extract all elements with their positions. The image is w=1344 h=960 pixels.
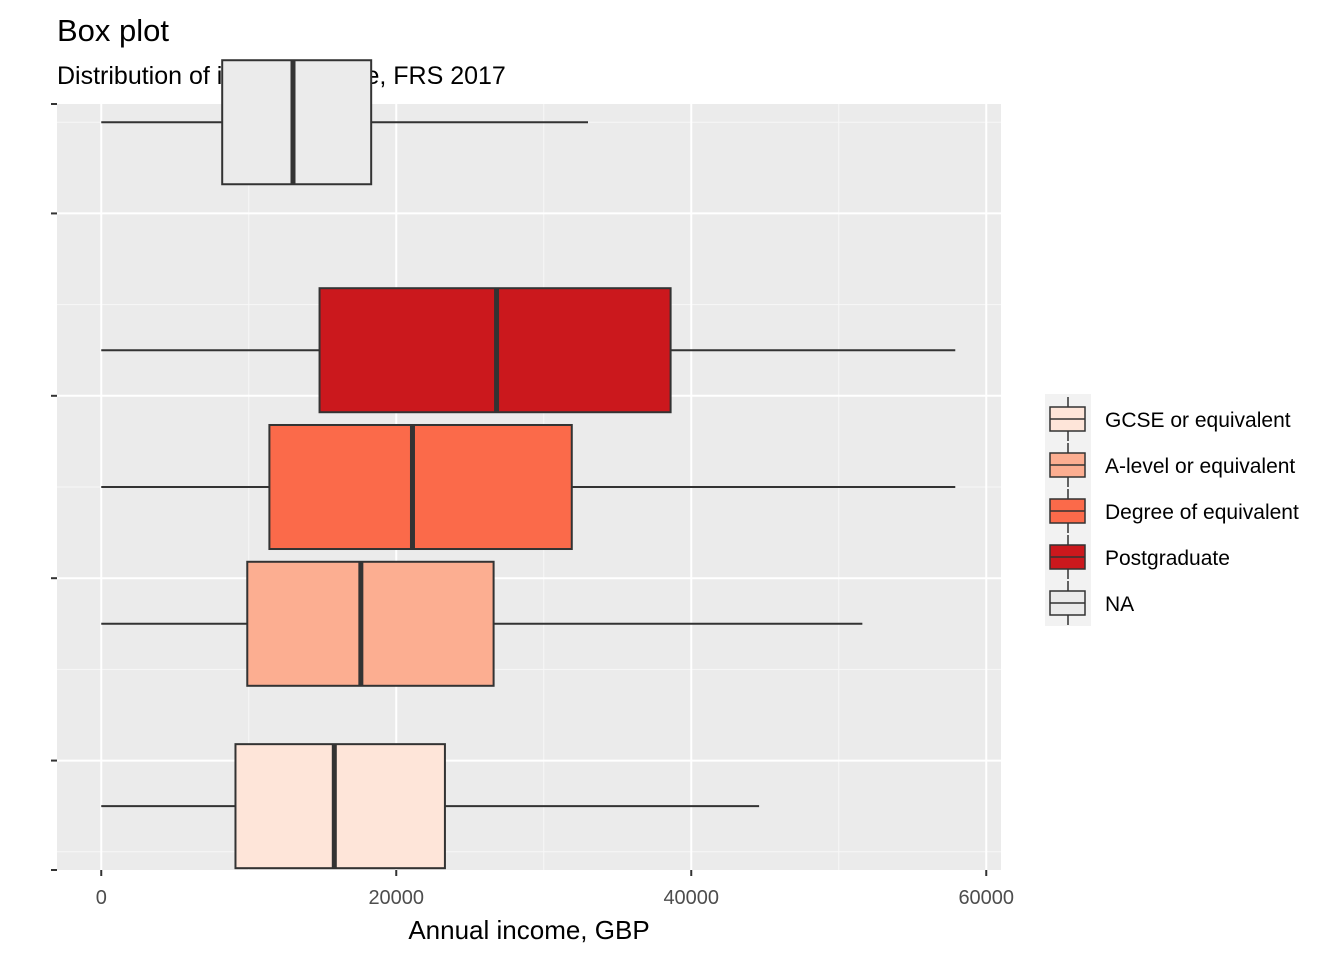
box-body: [268, 423, 573, 551]
box-body: [221, 59, 373, 186]
box-gcse-or-equivalent: [101, 743, 760, 870]
legend-item: GCSE or equivalent: [1049, 397, 1291, 441]
box-postgraduate: [101, 287, 956, 414]
legend-label: Postgraduate: [1105, 547, 1230, 570]
legend-item: A-level or equivalent: [1049, 443, 1295, 487]
x-tick-label: 0: [96, 887, 107, 909]
box-degree-of-equivalent: [101, 423, 956, 551]
x-tick-label: 40000: [663, 887, 719, 909]
box-na: [101, 59, 588, 186]
box-body: [234, 743, 446, 870]
chart-title: Box plot: [57, 13, 169, 48]
legend-item: NA: [1049, 581, 1134, 625]
legend: GCSE or equivalent A-level or equivalent D…: [1049, 397, 1299, 625]
legend-item: Degree of equivalent: [1049, 489, 1299, 533]
box-body: [246, 560, 495, 687]
box-a-level-or-equivalent: [101, 560, 863, 687]
x-tick-label: 20000: [368, 887, 424, 909]
x-axis-title: Annual income, GBP: [408, 915, 649, 945]
legend-label: Degree of equivalent: [1105, 501, 1299, 524]
legend-label: GCSE or equivalent: [1105, 409, 1291, 432]
legend-label: A-level or equivalent: [1105, 455, 1295, 478]
axes: 0 20000 40000 60000: [51, 103, 1014, 909]
x-tick-label: 60000: [958, 887, 1014, 909]
legend-label: NA: [1105, 593, 1134, 616]
boxes: [101, 59, 956, 870]
legend-item: Postgraduate: [1049, 535, 1230, 579]
